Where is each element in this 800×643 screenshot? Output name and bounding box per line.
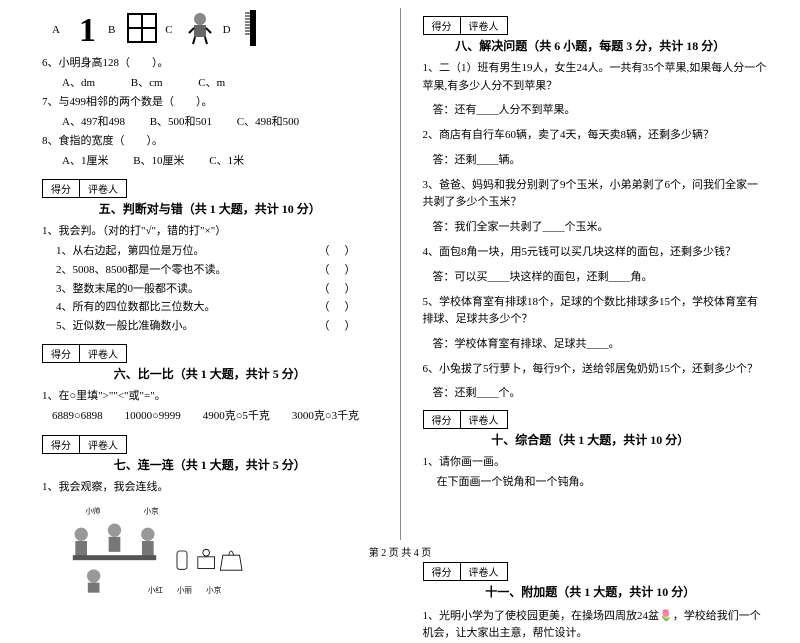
opt-d-label: D xyxy=(223,24,231,36)
q7-opts: A、497和498 B、500和501 C、498和500 xyxy=(62,114,388,132)
s8q1-ans: 答：还有____人分不到苹果。 xyxy=(433,101,769,117)
s8q4-ans: 答：可以买____块这样的面包，还剩____角。 xyxy=(433,268,769,284)
q6-text: 6、小明身高128（ ）。 xyxy=(42,55,388,73)
svg-text:小京: 小京 xyxy=(206,584,221,594)
score-label: 得分 xyxy=(42,179,79,198)
child-figure-icon xyxy=(185,11,215,48)
score-box-7: 得分 评卷人 xyxy=(42,435,388,454)
q8-c: C、1米 xyxy=(209,155,244,167)
q8-opts: A、1厘米 B、10厘米 C、1米 xyxy=(62,153,388,171)
sec5-i4: 4、所有的四位数都比三位数大。（ ） xyxy=(56,298,388,317)
q7-a: A、497和498 xyxy=(62,116,125,128)
sec6-row: 6889○6898 10000○9999 4900克○5千克 3000克○3千克 xyxy=(52,407,388,427)
sec5-i5: 5、近似数一般比准确数小。（ ） xyxy=(56,317,388,336)
left-column: A 1 B C D 6、小明身高128（ ）。 A、dm B、cm C、m 7、… xyxy=(20,8,401,540)
svg-text:小红: 小红 xyxy=(148,584,163,594)
score-box-6: 得分 评卷人 xyxy=(42,344,388,363)
s8q6-ans: 答：还剩____个。 xyxy=(433,384,769,400)
q8-text: 8、食指的宽度（ ）。 xyxy=(42,133,388,151)
sec10-stem: 1、请你画一画。 xyxy=(423,454,769,472)
sec5-stem: 1、我会判。（对的打"√"，错的打"×"） xyxy=(42,223,388,241)
sec10-title: 十、综合题（共 1 大题，共计 10 分） xyxy=(413,431,769,448)
sec11-stem: 1、光明小学为了使校园更美，在操场四周放24盆🌷，学校给我们一个机会，让大家出主… xyxy=(423,608,769,643)
s8q1: 1、二（1）班有男生19人，女生24人。一共有35个苹果,如果每人分一个苹果,有… xyxy=(423,60,769,95)
s8q3-ans: 答：我们全家一共剥了____个玉米。 xyxy=(433,218,769,234)
s8q2: 2、商店有自行车60辆，卖了4天，每天卖8辆，还剩多少辆？ xyxy=(423,127,769,145)
q6-b: B、cm xyxy=(131,77,163,89)
svg-text:小京: 小京 xyxy=(144,505,159,515)
right-column: 得分 评卷人 八、解决问题（共 6 小题，每题 3 分，共计 18 分） 1、二… xyxy=(401,8,781,540)
q6-c: C、m xyxy=(198,77,225,89)
svg-text:小帅: 小帅 xyxy=(85,505,100,515)
sec7-title: 七、连一连（共 1 大题，共计 5 分） xyxy=(32,456,388,473)
score-box-5: 得分 评卷人 xyxy=(42,179,388,198)
svg-text:小丽: 小丽 xyxy=(177,585,192,594)
sec10-sub: 在下面画一个锐角和一个钝角。 xyxy=(437,474,769,492)
q7-text: 7、与499相邻的两个数是（ ）。 xyxy=(42,94,388,112)
score-box-10: 得分 评卷人 xyxy=(423,410,769,429)
opt-c-label: C xyxy=(165,24,172,36)
s8q3: 3、爸爸、妈妈和我分别剥了9个玉米，小弟弟剥了6个，问我们全家一共剥了多少个玉米… xyxy=(423,177,769,212)
q6-opts: A、dm B、cm C、m xyxy=(62,75,388,93)
digit-1-icon: 1 xyxy=(72,11,100,48)
q8-b: B、10厘米 xyxy=(133,155,184,167)
q8-a: A、1厘米 xyxy=(62,155,108,167)
grid-4-icon xyxy=(127,13,157,46)
opt-b-label: B xyxy=(108,24,115,36)
score-box-8: 得分 评卷人 xyxy=(423,16,769,35)
q7-c: C、498和500 xyxy=(237,116,299,128)
opt-a-label: A xyxy=(52,24,60,36)
q6-a: A、dm xyxy=(62,77,95,89)
sec5-i1: 1、从右边起，第四位是万位。（ ） xyxy=(56,242,388,261)
s8q4: 4、面包8角一块，用5元钱可以买几块这样的面包，还剩多少钱？ xyxy=(423,244,769,262)
sec11-title: 十一、附加题（共 1 大题，共计 10 分） xyxy=(413,583,769,600)
s8q2-ans: 答：还剩____辆。 xyxy=(433,151,769,167)
sec5-title: 五、判断对与错（共 1 大题，共计 10 分） xyxy=(32,200,388,217)
sec6-stem: 1、在○里填">""<"或"="。 xyxy=(42,388,388,406)
comb-icon xyxy=(243,10,257,49)
svg-text:1: 1 xyxy=(79,12,96,45)
s8q5-ans: 答：学校体育室有排球、足球共____。 xyxy=(433,335,769,351)
image-options-row: A 1 B C D xyxy=(52,10,388,49)
s8q6: 6、小兔拔了5行萝卜，每行9个，送给邻居兔奶奶15个，还剩多少个？ xyxy=(423,361,769,379)
sec5-i3: 3、整数末尾的0一般都不读。（ ） xyxy=(56,280,388,299)
page-footer: 第 2 页 共 4 页 xyxy=(0,544,800,559)
sec8-title: 八、解决问题（共 6 小题，每题 3 分，共计 18 分） xyxy=(413,37,769,54)
sec5-i2: 2、5008、8500都是一个零也不读。（ ） xyxy=(56,261,388,280)
score-box-11: 得分 评卷人 xyxy=(423,562,769,581)
q7-b: B、500和501 xyxy=(150,116,212,128)
s8q5: 5、学校体育室有排球18个，足球的个数比排球多15个，学校体育室有排球、足球共多… xyxy=(423,294,769,329)
sec6-title: 六、比一比（共 1 大题，共计 5 分） xyxy=(32,365,388,382)
marker-label: 评卷人 xyxy=(79,179,127,198)
sec7-stem: 1、我会观察，我会连线。 xyxy=(42,479,388,497)
